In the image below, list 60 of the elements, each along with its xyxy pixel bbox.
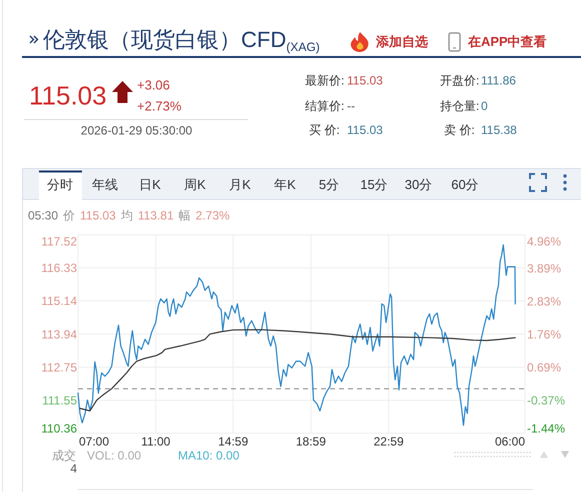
text: 2.73% (196, 208, 230, 222)
text: 115.03 (347, 122, 384, 137)
x-tick-label: 14:59 (218, 434, 248, 448)
text: 卖 价: (444, 122, 475, 137)
text: 113.81 (138, 208, 174, 222)
text: 4 (70, 461, 78, 476)
y2-tick-label: -1.44% (527, 422, 566, 436)
y2-tick-label: 4.96% (527, 234, 562, 249)
text: 0 (481, 98, 488, 113)
x-tick-label: 18:59 (296, 434, 326, 448)
y2-tick-label: 1.76% (527, 327, 562, 342)
text: 60分 (451, 177, 479, 192)
text: 买 价: (309, 122, 340, 137)
y-tick-label: 117.52 (41, 234, 78, 249)
text: 115.03 (29, 80, 107, 110)
text: 价 (62, 208, 76, 222)
text: 年K (274, 177, 296, 192)
y-tick-label: 116.33 (41, 261, 78, 276)
text: 115.03 (80, 208, 116, 222)
text: 115.03 (347, 73, 384, 88)
text: 月K (229, 177, 252, 192)
y2-tick-label: -0.37% (527, 393, 566, 408)
text: 日K (139, 177, 162, 192)
text: 115.38 (481, 122, 518, 137)
y-tick-label: 115.14 (41, 294, 78, 308)
text: +3.06 (137, 78, 170, 93)
text: 伦敦银（现货白银）CFD$_{(XAG)}$ (43, 26, 320, 54)
text: 15分 (360, 177, 388, 192)
text: 幅 (178, 208, 191, 222)
text: 结算价: (305, 98, 344, 113)
text: 均 (120, 208, 133, 222)
text: -- (347, 98, 355, 113)
text: 成交 (52, 448, 76, 462)
text: 年线 (92, 177, 118, 192)
text: 111.86 (481, 73, 516, 88)
y-tick-label: 113.94 (41, 327, 78, 342)
text: MA10: 0.00 (178, 448, 240, 462)
text: 2026-01-29 05:30:00 (80, 123, 193, 138)
text: 05:30 (28, 208, 58, 222)
y-tick-label: 111.55 (42, 394, 78, 408)
text: 周K (184, 177, 206, 192)
x-tick-label: 07:00 (79, 434, 110, 448)
text: 30分 (404, 177, 432, 192)
text: 分时 (47, 177, 73, 192)
text: 添加自选 (375, 34, 428, 50)
y2-tick-label: 3.89% (527, 261, 562, 276)
y2-tick-label: 0.69% (527, 360, 562, 375)
x-tick-label: 22:59 (374, 434, 404, 448)
text: 开盘价: (440, 73, 480, 88)
text: +2.73% (137, 98, 182, 114)
y2-tick-label: 2.83% (527, 294, 562, 308)
text: VOL: 0.00 (87, 448, 142, 462)
x-tick-label: 06:00 (494, 434, 526, 448)
text: 5分 (318, 177, 340, 192)
text: 在APP中查看 (467, 34, 547, 50)
y-tick-label: 112.75 (41, 360, 78, 374)
text: 最新价: (305, 73, 344, 88)
x-tick-label: 11:00 (141, 434, 171, 448)
y-tick-label: 110.36 (41, 422, 78, 436)
text: 持仓量: (440, 98, 480, 113)
